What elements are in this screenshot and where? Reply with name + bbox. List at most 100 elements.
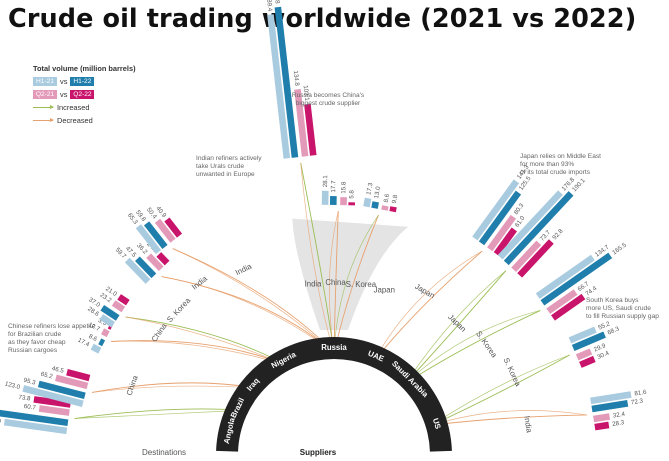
annotation-japan-mideast: Japan relies on Middle East for more than… xyxy=(520,153,601,176)
bar-value-label: 40.9 xyxy=(154,205,167,219)
bar-h1-22 xyxy=(571,331,606,351)
legend-decreased-label: Decreased xyxy=(57,116,93,125)
bar-h1-22 xyxy=(371,201,379,209)
bar-q2-22 xyxy=(594,421,610,431)
bar-value-label: 28.6 xyxy=(86,306,100,319)
bar-value-label: 3.3 xyxy=(97,317,108,327)
annotation-korea-us: South Korea buys more US, Saudi crude to f… xyxy=(586,297,659,320)
bar-h1-22 xyxy=(37,380,86,400)
bar-value-label: 29.9 xyxy=(593,342,607,353)
bar-h1-22 xyxy=(135,256,157,279)
flow-line xyxy=(300,162,335,354)
bar-h1-21 xyxy=(90,343,102,354)
bar-value-label: 165.5 xyxy=(611,241,628,256)
annotation-india-urals: Indian refiners actively take Urals crude… xyxy=(196,155,262,178)
bar-value-label: 60.7 xyxy=(23,403,36,412)
legend-row-decreased: Decreased xyxy=(33,116,136,125)
supplier-label-us: US xyxy=(431,417,443,430)
bar-h1-21 xyxy=(497,190,563,260)
legend-swatch-q2-22: Q2-22 xyxy=(70,90,95,99)
bar-h1-21 xyxy=(99,314,116,328)
legend-row-q2: Q2-21 vs Q2-22 xyxy=(33,90,136,99)
bar-q2-22 xyxy=(164,217,183,238)
bar-h1-22 xyxy=(329,196,337,206)
flow-line xyxy=(405,270,507,384)
flow-line xyxy=(333,214,379,354)
bar-group-russia-japan: 17.313.0 8.6 9.8 xyxy=(363,182,400,213)
bar-value-label: 9.8 xyxy=(391,194,400,204)
page-title: Crude oil trading worldwide (2021 vs 202… xyxy=(8,4,637,34)
flow-line xyxy=(125,316,287,366)
bar-q2-21 xyxy=(575,348,593,361)
flow-line xyxy=(91,385,258,393)
flow-line xyxy=(405,310,541,384)
bar-q2-21 xyxy=(101,328,110,338)
destination-label-india: India xyxy=(305,279,323,288)
bar-q2-21 xyxy=(111,300,126,313)
destination-label-china: China xyxy=(325,278,346,287)
bar-value-label: 32.4 xyxy=(613,411,627,420)
russia-flow-funnel xyxy=(292,218,409,330)
flow-line xyxy=(373,250,483,362)
destination-label-japan: Japan xyxy=(413,282,436,300)
bar-value-label: 17.7 xyxy=(330,180,337,193)
bar-h1-22 xyxy=(100,304,120,321)
bar-h1-22 xyxy=(143,221,168,249)
bar-group-us-india: 81.672.3 32.428.3 xyxy=(590,389,647,431)
bar-q2-22 xyxy=(517,239,554,278)
bar-group-russia-s-korea: 28.1 17.7 15.85.8 xyxy=(321,175,356,206)
bar-value-label: 12.7 xyxy=(87,321,101,333)
bar-group-saudi-arabia-s-korea: 134.7 165.566.774.4 xyxy=(535,241,628,321)
bar-value-label: 13.0 xyxy=(373,185,382,199)
bar-q2-22 xyxy=(551,293,586,321)
legend-vs: vs xyxy=(60,90,68,99)
bar-q2-22 xyxy=(33,396,71,408)
bar-q2-21 xyxy=(511,240,542,273)
legend-swatch-h1-22: H1-22 xyxy=(70,77,95,86)
bar-value-label: 73.8 xyxy=(18,394,31,403)
bar-q2-21 xyxy=(146,253,164,272)
bar-group-us-s-korea: 55.268.329.930.4 xyxy=(568,320,621,368)
legend-vs: vs xyxy=(60,77,68,86)
destinations-caption: Destinations xyxy=(142,448,186,457)
bar-h1-21 xyxy=(267,14,291,159)
bar-value-label: 15.8 xyxy=(340,181,347,194)
bar-group-iraq-china: 123.0 95.365.246.5 xyxy=(4,365,91,407)
suppliers-caption: Suppliers xyxy=(300,448,337,457)
bar-value-label: 72.3 xyxy=(631,397,645,406)
bar-value-label: 65.2 xyxy=(40,371,54,381)
bar-h1-21 xyxy=(535,254,595,299)
destination-label-china: China xyxy=(125,374,140,397)
bar-q2-22 xyxy=(66,369,91,382)
flow-line xyxy=(300,162,335,354)
bar-h1-22 xyxy=(98,338,106,347)
bar-q2-22 xyxy=(304,103,317,156)
legend-row-increased: Increased xyxy=(33,103,136,112)
legend-row-h1: H1-21 vs H1-22 xyxy=(33,77,136,86)
flow-line xyxy=(74,409,243,419)
bar-h1-21 xyxy=(22,385,84,407)
bar-h1-22 xyxy=(540,252,613,306)
bar-value-label: 289.4 xyxy=(265,0,274,12)
bar-value-label: 134.8 xyxy=(292,70,301,87)
flow-line xyxy=(329,210,339,354)
bar-h1-22 xyxy=(503,191,574,266)
bar-q2-22 xyxy=(389,206,397,213)
supplier-ring-band xyxy=(216,336,452,452)
bar-h1-21 xyxy=(124,257,151,284)
bar-h1-22 xyxy=(591,400,629,413)
bar-q2-22 xyxy=(348,202,356,206)
bar-value-label: 30.4 xyxy=(596,350,610,361)
bar-h1-21 xyxy=(568,326,597,344)
supplier-label-russia: Russia xyxy=(321,343,347,352)
bar-q2-21 xyxy=(546,289,578,314)
legend-swatch-q2-21: Q2-21 xyxy=(33,90,57,99)
bar-h1-22 xyxy=(274,6,299,158)
bar-q2-22 xyxy=(579,355,596,368)
flow-line xyxy=(431,354,570,426)
bar-value-label: 8.6 xyxy=(87,333,98,343)
bar-value-label: 302.8 xyxy=(272,0,281,5)
bar-value-label: 81.6 xyxy=(634,389,648,398)
